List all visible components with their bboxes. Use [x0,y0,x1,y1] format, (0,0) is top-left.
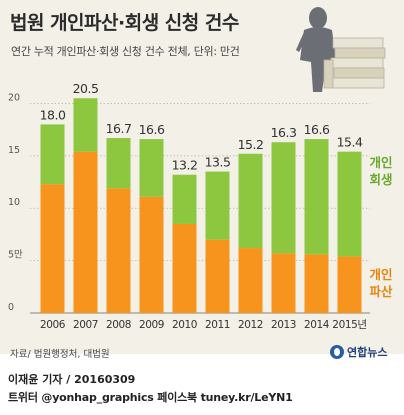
bar-rehabilitation [337,151,362,257]
bar-rehabilitation [172,174,197,224]
y-tick-label: 20 [8,92,20,103]
x-tick-label: 2015년 [332,319,366,331]
total-value-label: 15.4 [337,135,363,150]
bar-bankruptcy [106,188,131,313]
bar-bankruptcy [205,239,230,313]
y-tick-label: 5만 [8,250,23,261]
bar-bankruptcy [271,253,296,313]
legend-rehabilitation-line2: 회생 [369,172,392,187]
y-tick-label: 0 [8,302,14,313]
total-value-label: 16.3 [271,125,297,140]
bar-bankruptcy [238,248,263,313]
bar-bankruptcy [172,223,197,313]
total-value-label: 13.5 [205,155,231,170]
bar-rehabilitation [238,153,263,249]
bar-bankruptcy [304,254,329,313]
total-value-label: 18.0 [40,107,66,122]
total-value-label: 13.2 [172,158,198,173]
bar-rehabilitation [139,139,164,197]
x-tick-label: 2010 [172,319,197,331]
legend-rehabilitation-line1: 개인 [369,155,392,170]
yonhap-logo: 연합뉴스 [330,344,387,360]
bar-rehabilitation [205,171,230,240]
legend-bankruptcy-line2: 파산 [369,284,393,299]
bar-rehabilitation [304,139,329,255]
chart-subtitle: 연간 누적 개인파산·회생 신청 건수 전체, 단위: 만건 [11,45,240,58]
x-tick-label: 2007 [73,319,98,331]
x-tick-label: 2012 [238,319,263,331]
bar-rehabilitation [40,124,65,185]
x-tick-label: 2009 [139,319,164,331]
bar-bankruptcy [139,196,164,313]
total-value-label: 16.6 [304,122,330,137]
social-credit: 트위터 @yonhap_graphics 페이스북 tuney.kr/LeYN1 [8,391,293,404]
y-tick-label: 10 [8,197,20,208]
total-value-label: 15.2 [238,137,264,152]
x-tick-label: 2008 [106,319,131,331]
y-tick-label: 15 [8,145,20,156]
bar-bankruptcy [73,151,98,313]
x-tick-label: 2014 [304,319,330,331]
x-tick-label: 2006 [40,319,66,331]
legend-bankruptcy-line1: 개인 [369,267,392,282]
x-tick-label: 2013 [271,319,296,331]
chart-title: 법원 개인파산·회생 신청 건수 [10,12,239,34]
yonhap-logo-text: 연합뉴스 [347,346,388,359]
person-with-money-illustration [296,7,386,92]
bar-bankruptcy [40,184,65,313]
bar-rehabilitation [106,138,131,189]
source-note: 자료/ 법원행정처, 대법원 [10,349,110,360]
total-value-label: 16.6 [139,122,165,137]
yonhap-logo-icon [330,345,344,359]
bar-chart: 0 5만 10 15 20 18.0 2006 20.5 2007 16.7 2008 16.6 20… [8,7,393,331]
bar-rehabilitation [271,142,296,254]
bar-bankruptcy [337,256,362,313]
x-tick-label: 2011 [205,319,230,331]
author-credit: 이재윤 기자 / 20160309 [8,373,136,386]
total-value-label: 20.5 [73,81,99,96]
total-value-label: 16.7 [106,121,132,136]
bar-rehabilitation [73,98,98,152]
